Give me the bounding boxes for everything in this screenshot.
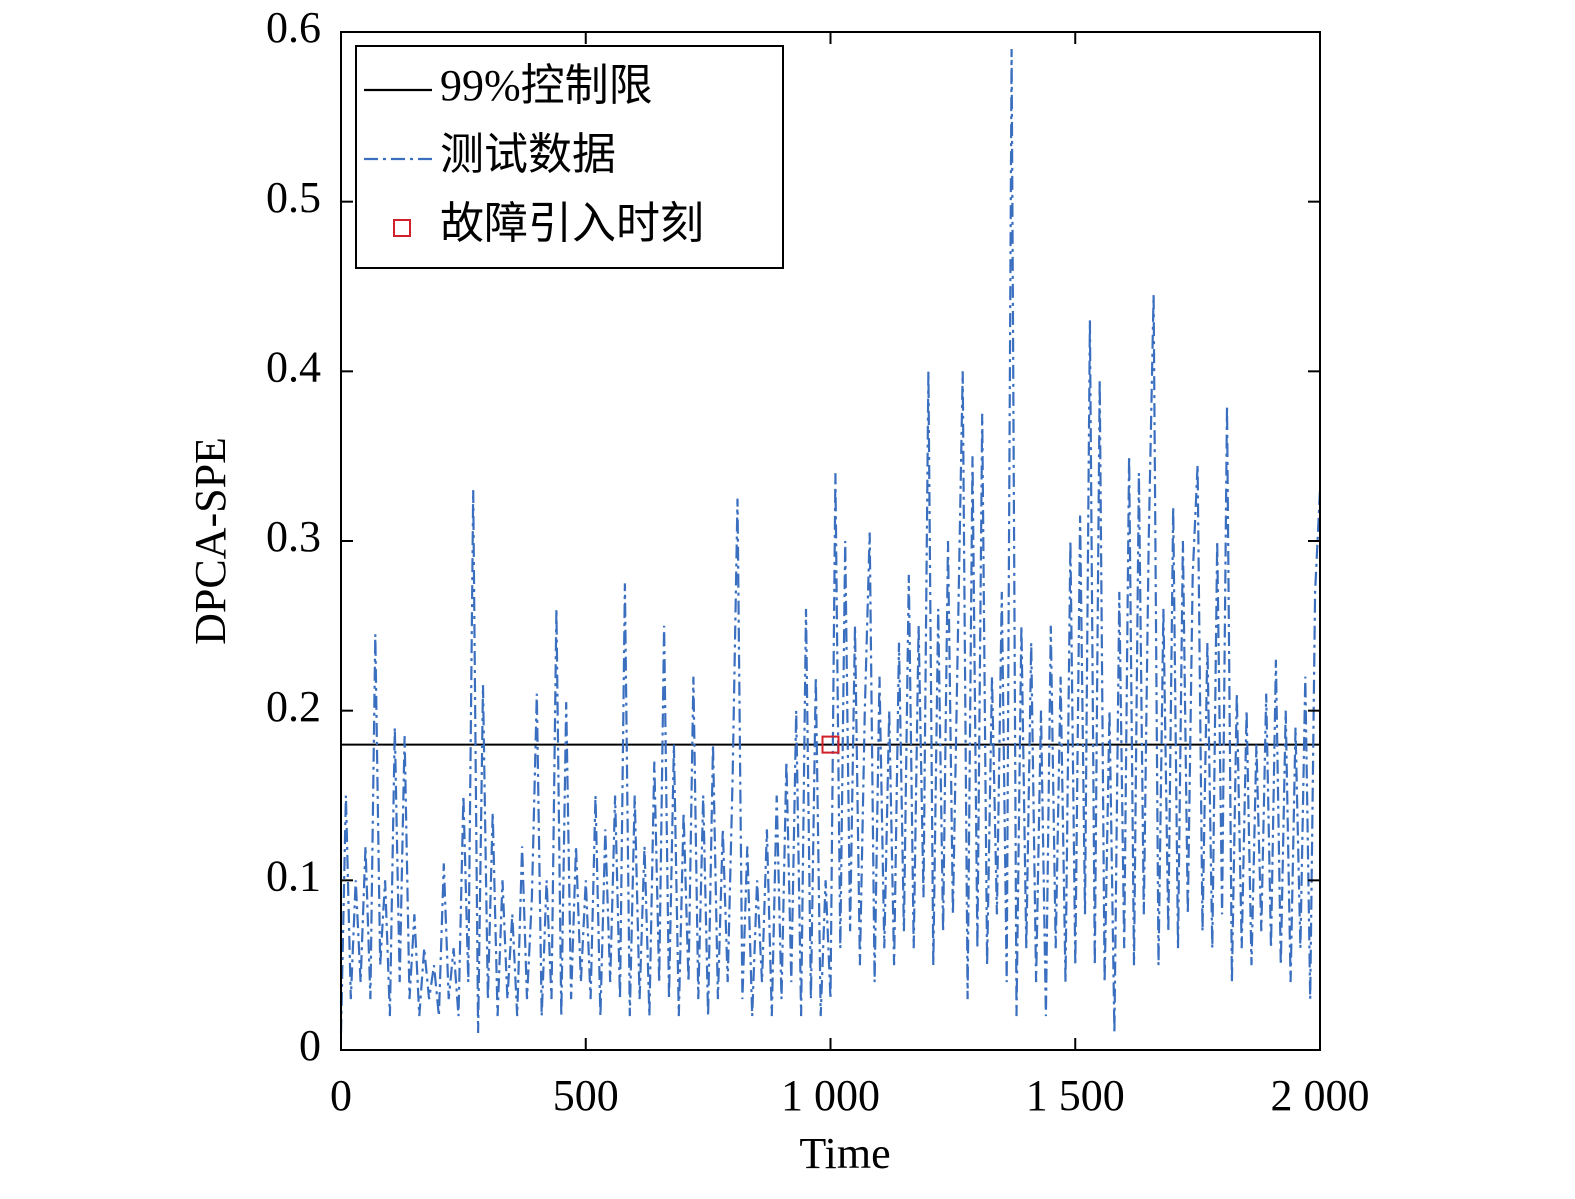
x-tick-label: 0 [330, 1071, 352, 1120]
x-tick-label: 500 [553, 1071, 619, 1120]
y-tick-label: 0.3 [266, 512, 321, 561]
x-tick-label: 1 500 [1026, 1071, 1125, 1120]
y-tick-label: 0 [299, 1021, 321, 1070]
legend-symbol [393, 219, 411, 237]
y-tick-label: 0.6 [266, 3, 321, 52]
y-tick-label: 0.5 [266, 173, 321, 222]
x-tick-label: 2 000 [1271, 1071, 1370, 1120]
legend-label: 99%控制限 [440, 61, 653, 110]
y-tick-label: 0.2 [266, 682, 321, 731]
legend-label: 故障引入时刻 [440, 199, 704, 248]
y-tick-label: 0.4 [266, 342, 321, 391]
y-tick-label: 0.1 [266, 851, 321, 900]
y-axis-label: DPCA-SPE [186, 437, 235, 645]
x-tick-label: 1 000 [781, 1071, 880, 1120]
x-axis-label: Time [799, 1129, 890, 1178]
legend-box [355, 45, 784, 269]
fault-marker [821, 735, 840, 754]
legend-label: 测试数据 [440, 130, 616, 179]
